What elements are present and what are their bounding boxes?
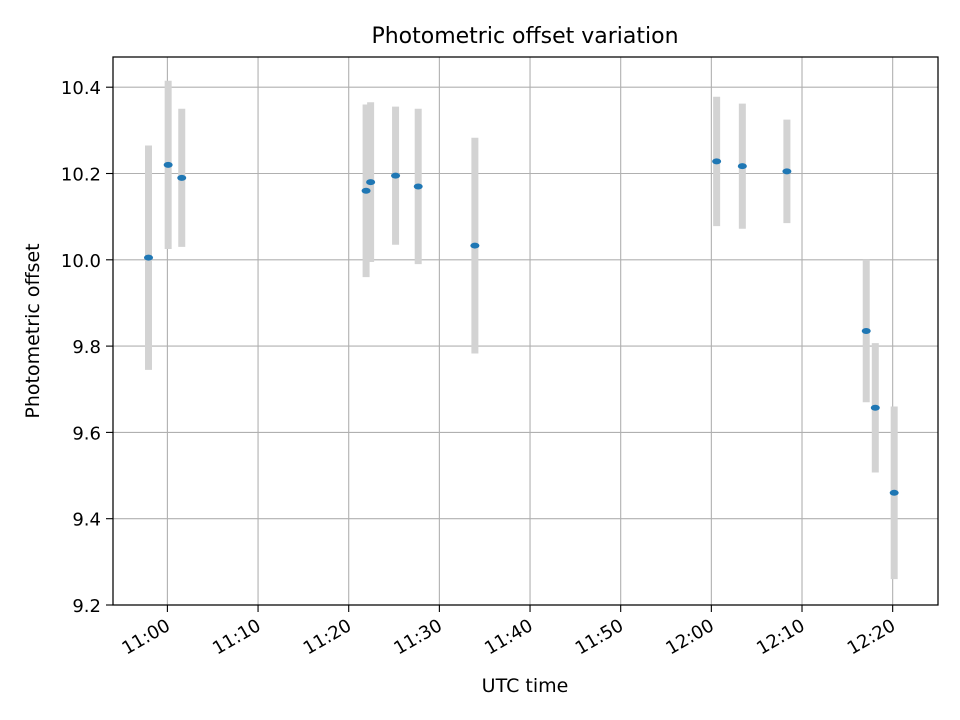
data-point: [163, 161, 173, 168]
data-points: [144, 158, 899, 496]
y-tick-label: 10.4: [61, 78, 101, 99]
data-point: [861, 328, 871, 334]
y-tick-label: 10.0: [61, 251, 101, 272]
data-point: [144, 254, 154, 261]
y-tick-label: 9.8: [72, 337, 101, 358]
data-point: [391, 172, 401, 179]
grid: [113, 57, 938, 606]
data-point: [712, 158, 722, 165]
data-point: [177, 174, 187, 181]
data-point: [470, 242, 480, 249]
y-axis-label: Photometric offset: [22, 243, 44, 418]
plot-frame: [112, 56, 939, 606]
data-point: [366, 179, 376, 186]
chart-title: Photometric offset variation: [371, 24, 678, 49]
data-point: [413, 183, 423, 190]
data-point: [889, 489, 899, 496]
y-tick-label: 9.6: [72, 423, 101, 444]
x-axis-label: UTC time: [482, 675, 569, 697]
y-tick-label: 9.4: [72, 510, 101, 531]
data-point: [361, 187, 371, 194]
data-point: [870, 404, 880, 411]
y-tick-label: 9.2: [72, 596, 101, 617]
y-axis: 9.2 9.4 9.6 9.8 10.0 10.2 10.4: [61, 78, 113, 617]
y-tick-label: 10.2: [61, 165, 101, 186]
data-point: [737, 163, 747, 170]
data-point: [782, 168, 792, 175]
